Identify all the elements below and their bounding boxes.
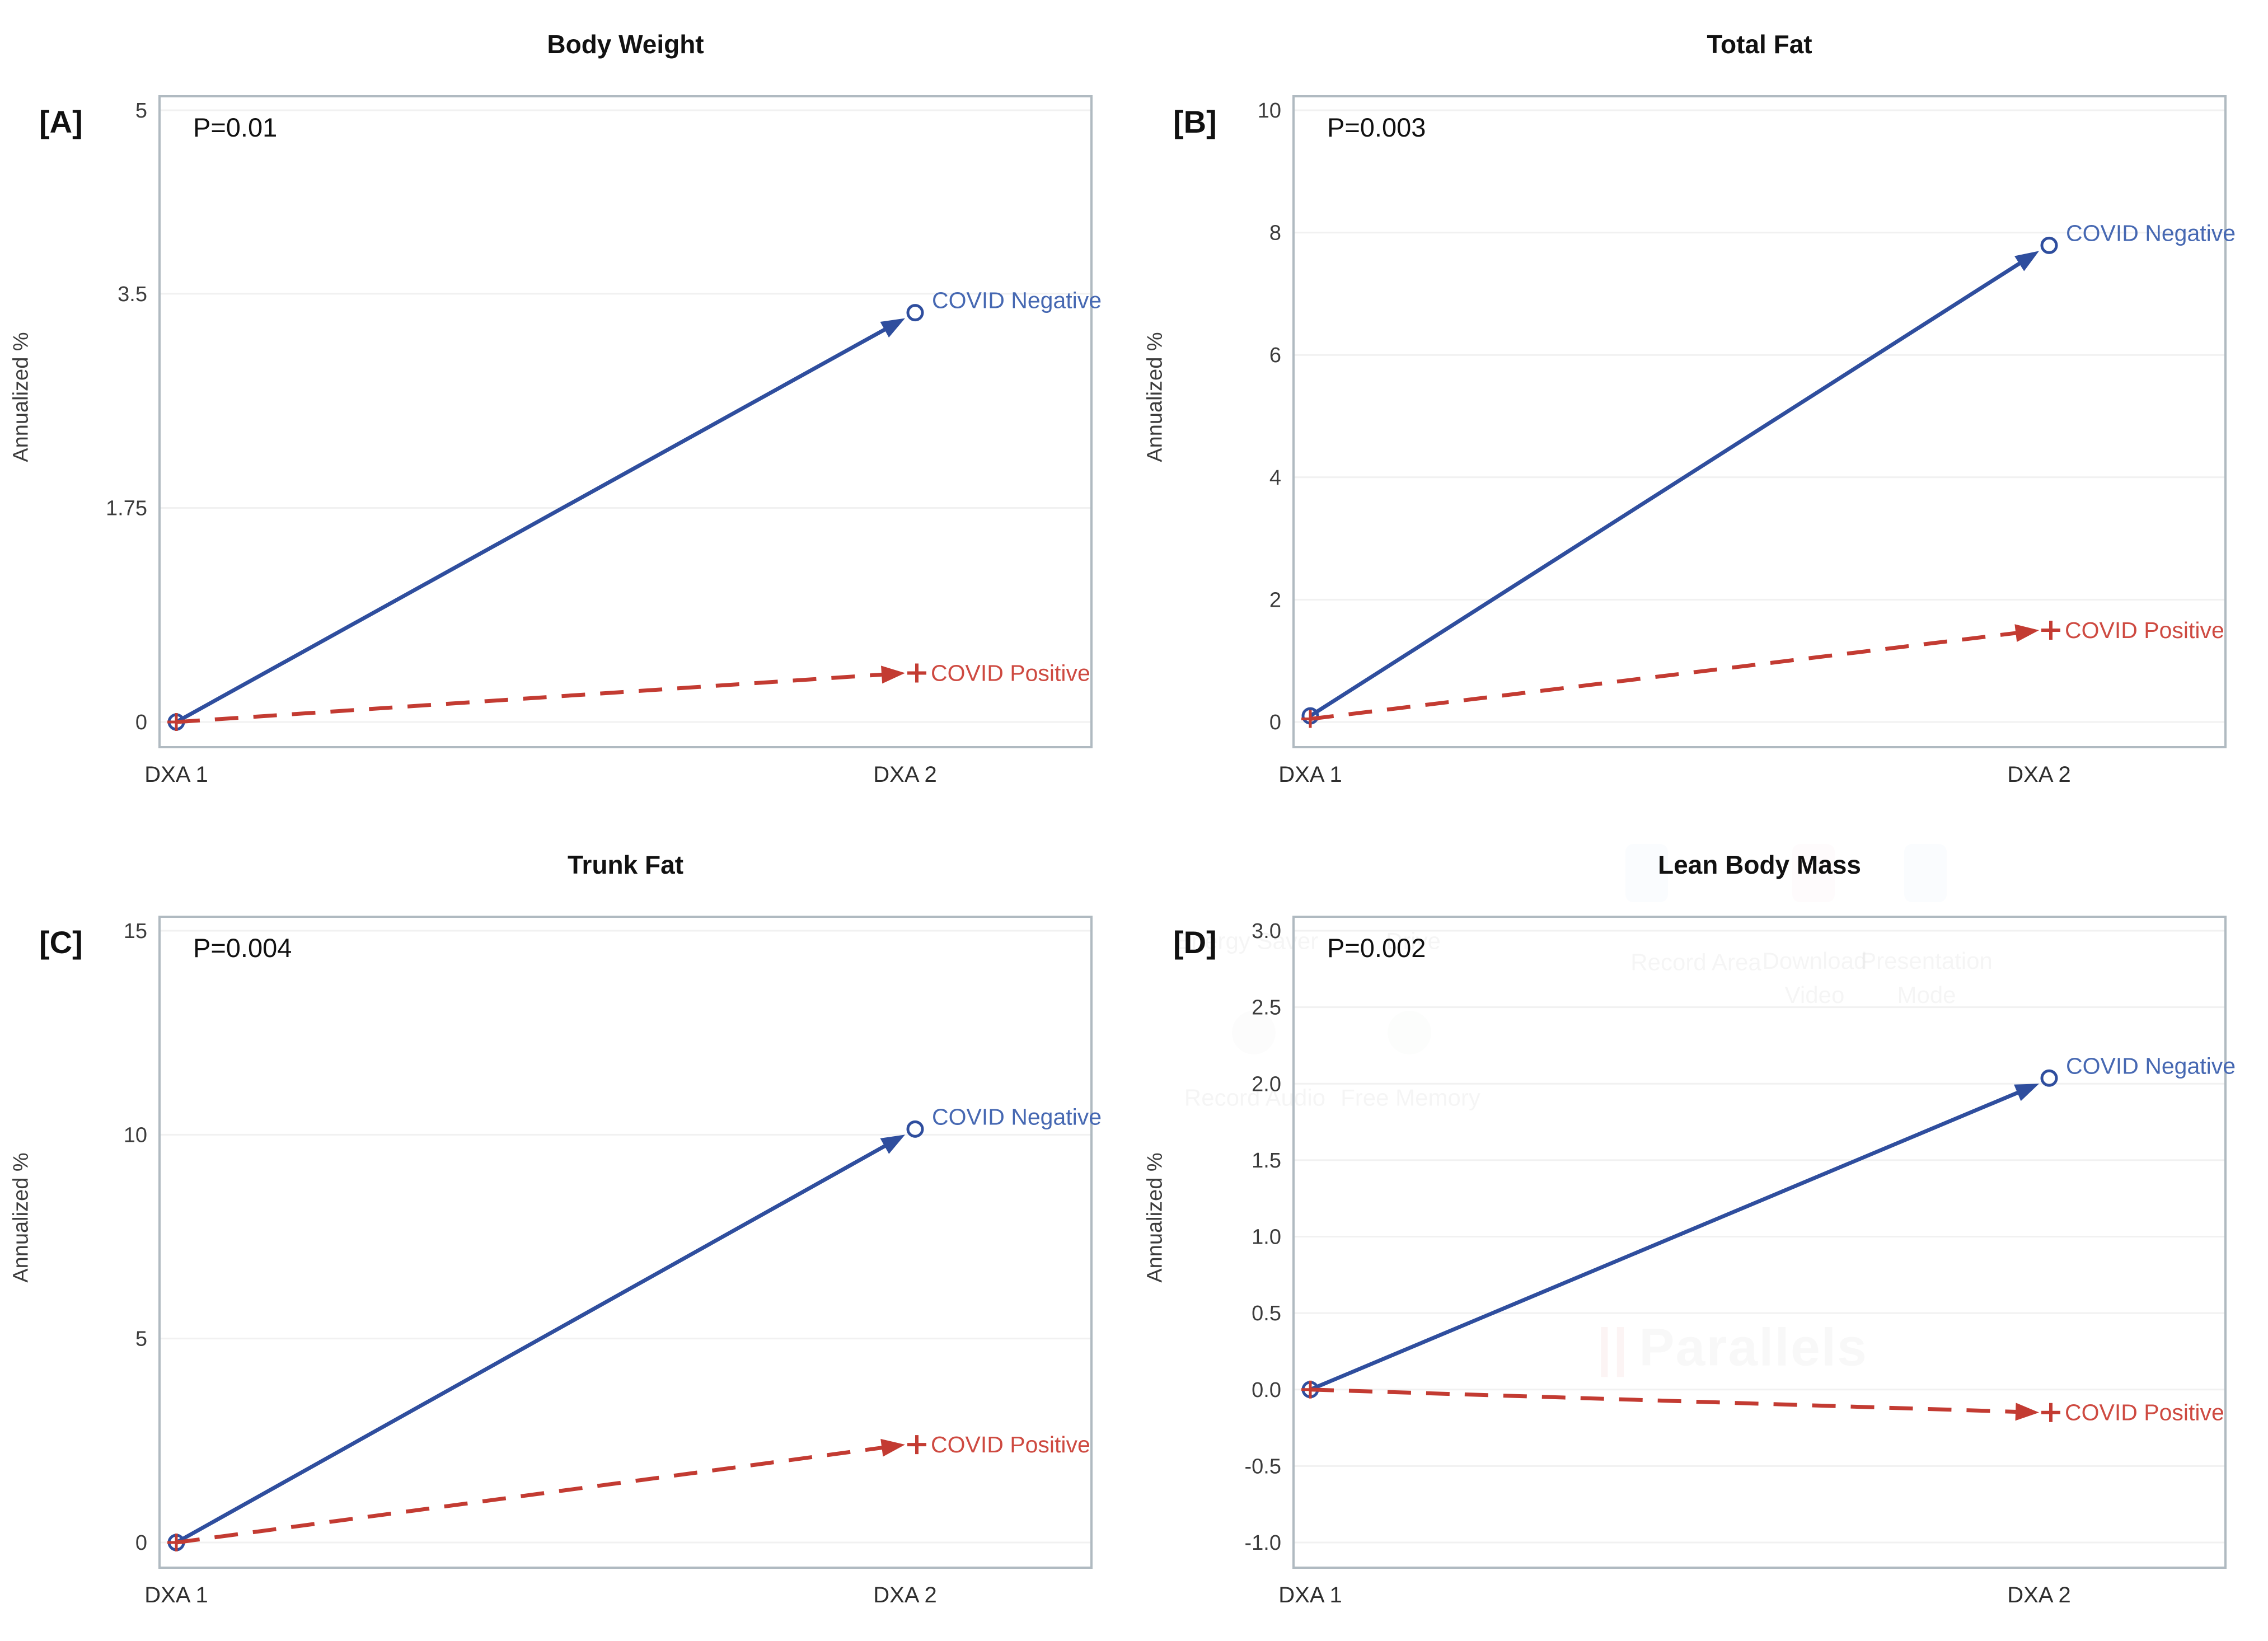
panel-letter-a: [A]: [39, 104, 83, 139]
panel-lean-body-mass: [D] Lean Body Mass P=0.002 Annualized % …: [1134, 820, 2268, 1641]
covid-negative-label: COVID Negative: [932, 288, 1102, 313]
y-tick-label: 2: [1269, 588, 1281, 612]
start-plus-marker-icon: [1301, 710, 1319, 728]
y-tick-label: 2.5: [1252, 996, 1281, 1020]
y-tick-label: 15: [124, 920, 147, 943]
panel-letter-c: [C]: [39, 925, 83, 960]
end-circle-marker-icon: [2040, 1069, 2058, 1087]
covid-negative-label: COVID Negative: [932, 1104, 1102, 1129]
y-tick-label: 4: [1269, 466, 1281, 490]
x-tick-label: DXA 2: [2007, 762, 2070, 787]
x-tick-label: DXA 1: [144, 1583, 208, 1607]
x-tick-label: DXA 2: [873, 1583, 936, 1607]
plot-frame: [158, 95, 1093, 748]
covid-negative-label: COVID Negative: [2066, 1053, 2236, 1079]
line-end-arrow-icon: [880, 1134, 905, 1154]
y-tick-label: -1.0: [1245, 1531, 1281, 1555]
line-end-arrow-icon: [2014, 251, 2039, 271]
p-value-annotation: P=0.004: [193, 933, 292, 963]
covid-positive-line: [1310, 630, 2024, 721]
line-end-arrow-icon: [880, 1438, 905, 1457]
y-tick-label: 1.0: [1252, 1226, 1281, 1249]
y-tick-label: 2.0: [1252, 1072, 1281, 1096]
panel-body-weight: [A] Body Weight P=0.01 Annualized % 5 3.5…: [0, 0, 1134, 820]
line-end-arrow-icon: [2014, 624, 2039, 643]
chart-canvas-body-weight: 5 3.5 1.75 0 DXA 1 DXA 2 COVID Negative COVID P…: [106, 95, 1102, 787]
start-plus-marker-icon: [167, 713, 185, 731]
panel-total-fat: [B] Total Fat P=0.003 Annualized % 10 8 6 4…: [1134, 0, 2268, 820]
line-end-arrow-icon: [2014, 1084, 2039, 1101]
plot-frame: [1292, 916, 2227, 1569]
end-plus-marker-icon: [907, 663, 926, 683]
y-tick-label: 0: [135, 711, 147, 734]
end-circle-marker-icon: [906, 1120, 924, 1138]
start-plus-marker-icon: [1301, 1380, 1319, 1399]
covid-positive-label: COVID Positive: [931, 660, 1090, 686]
end-circle-marker-icon: [906, 304, 924, 322]
end-circle-marker-icon: [2040, 236, 2058, 254]
panel-title-trunk-fat: Trunk Fat: [567, 850, 684, 879]
line-end-arrow-icon: [2015, 1403, 2039, 1421]
chart-canvas-trunk-fat: 15 10 5 0 DXA 1 DXA 2 COVID Negative COVID Posi…: [124, 916, 1102, 1607]
covid-negative-line: [1309, 259, 2025, 718]
y-tick-label: 0.0: [1252, 1379, 1281, 1402]
y-tick-label: 3.0: [1252, 920, 1281, 943]
covid-negative-label: COVID Negative: [2066, 220, 2236, 246]
covid-positive-line: [176, 672, 890, 724]
end-plus-marker-icon: [907, 1435, 926, 1455]
y-tick-label: 8: [1269, 222, 1281, 245]
covid-positive-line: [1310, 1387, 2024, 1414]
y-tick-label: -0.5: [1245, 1455, 1281, 1478]
chart-canvas-lean-body-mass: 3.0 2.5 2.0 1.5 1.0 0.5 0.0 -0.5 -1.0 DXA 1 DXA 2 C…: [1245, 916, 2236, 1607]
covid-negative-line: [175, 325, 891, 724]
y-tick-label: 5: [135, 1328, 147, 1351]
chart-canvas-total-fat: 10 8 6 4 2 0 DXA 1 DXA 2 COVID Negative COVID Pos…: [1258, 95, 2236, 787]
y-tick-label: 3.5: [118, 283, 147, 306]
y-tick-label: 0.5: [1252, 1302, 1281, 1325]
y-tick-label: 1.5: [1252, 1149, 1281, 1173]
line-end-arrow-icon: [881, 665, 905, 684]
p-value-annotation: P=0.003: [1327, 112, 1426, 142]
y-tick-label: 0: [1269, 711, 1281, 734]
panel-letter-d: [D]: [1173, 925, 1217, 960]
y-tick-label: 10: [1258, 99, 1281, 123]
x-tick-label: DXA 2: [2007, 1583, 2070, 1607]
panel-title-lean-body-mass: Lean Body Mass: [1658, 850, 1861, 879]
p-value-annotation: P=0.01: [193, 112, 278, 142]
x-tick-label: DXA 1: [144, 762, 208, 787]
covid-positive-label: COVID Positive: [2065, 1400, 2224, 1426]
line-end-arrow-icon: [880, 318, 905, 337]
panel-title-body-weight: Body Weight: [547, 30, 704, 59]
y-tick-label: 5: [135, 99, 147, 123]
plot-frame: [1292, 95, 2227, 748]
end-plus-marker-icon: [2041, 621, 2060, 640]
panel-title-total-fat: Total Fat: [1707, 30, 1812, 59]
end-plus-marker-icon: [2041, 1403, 2060, 1422]
covid-negative-line: [175, 1141, 891, 1545]
start-plus-marker-icon: [167, 1534, 185, 1551]
y-tick-label: 10: [124, 1123, 147, 1147]
panel-trunk-fat: [C] Trunk Fat P=0.004 Annualized % 15 10 5…: [0, 820, 1134, 1641]
y-tick-label: 1.75: [106, 496, 147, 520]
x-tick-label: DXA 1: [1278, 762, 1342, 787]
plot-frame: [158, 916, 1093, 1569]
x-tick-label: DXA 1: [1278, 1583, 1342, 1607]
covid-negative-line: [1309, 1088, 2025, 1391]
y-tick-label: 6: [1269, 344, 1281, 367]
p-value-annotation: P=0.002: [1327, 933, 1426, 963]
x-tick-label: DXA 2: [873, 762, 936, 787]
panel-letter-b: [B]: [1173, 104, 1217, 139]
y-tick-label: 0: [135, 1531, 147, 1555]
covid-positive-line: [176, 1445, 890, 1545]
covid-positive-label: COVID Positive: [2065, 617, 2224, 643]
covid-positive-label: COVID Positive: [931, 1432, 1090, 1457]
